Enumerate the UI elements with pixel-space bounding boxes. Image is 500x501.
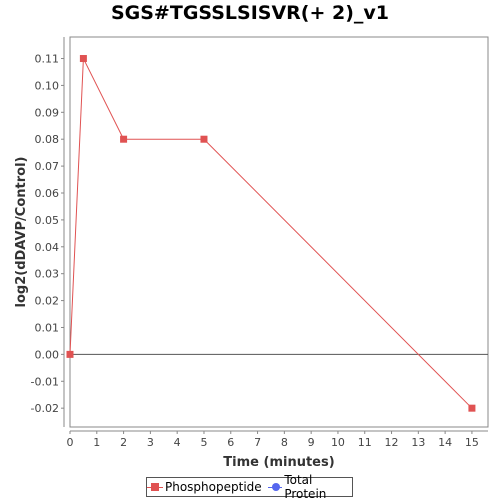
y-tick-label: -0.01 — [31, 375, 59, 388]
data-point — [468, 404, 476, 412]
legend-item-phosphopeptide: Phosphopeptide — [147, 480, 262, 494]
data-point — [66, 350, 74, 358]
x-axis-label: Time (minutes) — [223, 455, 334, 470]
legend: Phosphopeptide Total Protein — [146, 473, 353, 501]
x-tick-label: 6 — [227, 436, 234, 449]
x-tick-label: 15 — [465, 436, 479, 449]
plot-frame — [69, 36, 489, 428]
y-axis: -0.02 -0.01 0.00 0.01 0.02 0.03 0.04 0.05 0.06 0.… — [31, 37, 65, 427]
legend-label-phosphopeptide: Phosphopeptide — [165, 480, 262, 494]
y-tick-label: 0.01 — [35, 321, 60, 334]
y-tick-label: 0.11 — [35, 53, 60, 66]
data-point — [79, 55, 87, 63]
y-tick-label: 0.02 — [35, 295, 60, 308]
y-tick-label: 0.07 — [35, 160, 60, 173]
data-point — [200, 135, 208, 143]
x-tick-label: 9 — [308, 436, 315, 449]
data-point — [120, 135, 128, 143]
x-tick-label: 4 — [174, 436, 181, 449]
x-tick-label: 14 — [438, 436, 452, 449]
x-tick-label: 5 — [200, 436, 207, 449]
y-tick-label: 0.10 — [35, 79, 60, 92]
legend-label-total-protein: Total Protein — [284, 473, 327, 501]
y-tick-label: 0.08 — [35, 133, 60, 146]
x-tick-label: 10 — [331, 436, 345, 449]
y-tick-label: 0.00 — [35, 348, 60, 361]
series-group — [66, 55, 476, 412]
y-axis-label: log2(dDAVP/Control) — [14, 157, 29, 308]
x-tick-label: 13 — [411, 436, 425, 449]
total-protein-swatch-icon — [267, 482, 283, 492]
x-tick-label: 2 — [120, 436, 127, 449]
y-tick-label: 0.03 — [35, 268, 60, 281]
y-tick-label: 0.05 — [35, 214, 60, 227]
x-tick-label: 7 — [254, 436, 261, 449]
x-axis: 0 1 2 3 4 5 6 7 8 9 10 11 12 13 14 15 — [67, 430, 488, 449]
y-tick-label: 0.04 — [35, 241, 60, 254]
y-tick-label: -0.02 — [31, 402, 59, 415]
x-tick-label: 0 — [67, 436, 74, 449]
legend-item-total-protein: Total Protein — [267, 473, 352, 501]
x-tick-label: 3 — [147, 436, 154, 449]
phosphopeptide-swatch-icon — [147, 482, 163, 492]
y-tick-label: 0.06 — [35, 187, 60, 200]
x-tick-label: 1 — [93, 436, 100, 449]
x-tick-label: 12 — [385, 436, 399, 449]
x-tick-label: 11 — [358, 436, 372, 449]
y-tick-label: 0.09 — [35, 106, 60, 119]
chart-title: SGS#TGSSLSISVR(+ 2)_v1 — [110, 2, 390, 24]
x-tick-label: 8 — [281, 436, 288, 449]
